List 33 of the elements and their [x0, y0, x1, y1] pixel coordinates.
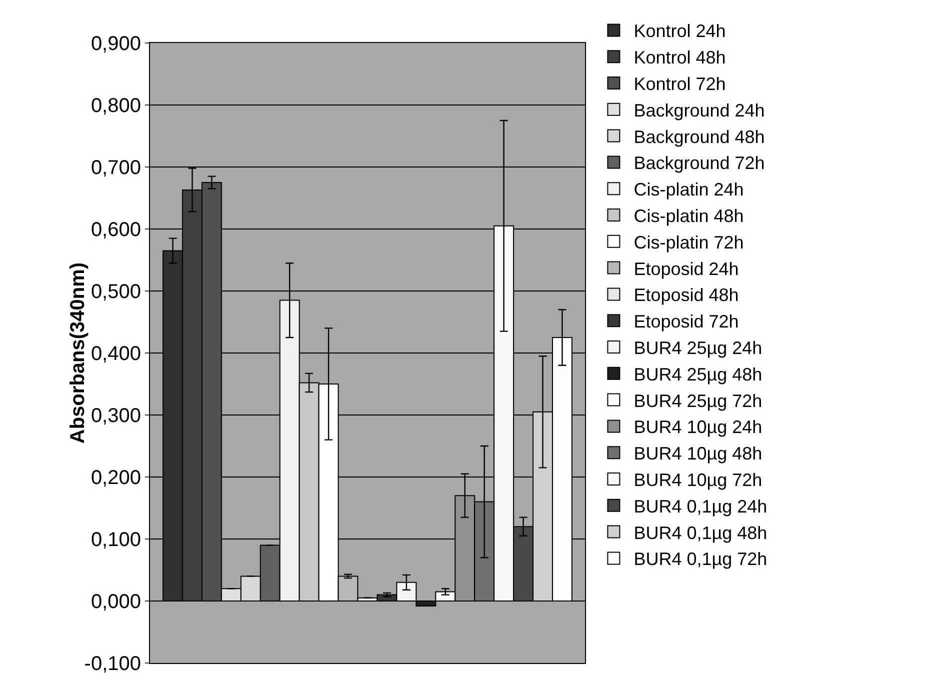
y-tick-label: 0,000	[90, 591, 141, 613]
legend-label: Background 72h	[634, 153, 765, 174]
y-tick-label: -0,100	[84, 653, 141, 675]
y-tick-label: 0,600	[90, 219, 141, 241]
y-tick-label: 0,200	[90, 467, 141, 489]
y-tick-label: 0,400	[90, 343, 141, 365]
legend-label: BUR4 25µg 24h	[634, 338, 762, 358]
legend-label: BUR4 0,1µg 48h	[634, 522, 768, 543]
legend-label: BUR4 10µg 48h	[634, 444, 762, 464]
legend-label: Background 24h	[634, 100, 765, 120]
legend-label: BUR4 25µg 72h	[634, 390, 762, 411]
y-tick-label: 0,700	[90, 157, 141, 179]
y-tick-label: 0,800	[90, 95, 141, 117]
legend-label: Cis-platin 48h	[634, 206, 744, 226]
y-axis-title: Absorbans(340nm)	[66, 262, 89, 444]
legend-label: Kontrol 24h	[634, 21, 726, 42]
y-tick-label: 0,300	[90, 405, 141, 427]
y-tick-label: 0,100	[90, 529, 141, 551]
legend-label: BUR4 25µg 48h	[634, 364, 762, 384]
legend-label: Cis-platin 72h	[634, 232, 744, 252]
legend-label: Kontrol 72h	[634, 74, 726, 94]
legend-label: Etoposid 72h	[634, 312, 739, 332]
legend-label: BUR4 0,1µg 24h	[634, 496, 768, 516]
legend-label: Etoposid 24h	[634, 258, 739, 279]
legend-label: Kontrol 48h	[634, 48, 726, 68]
legend-label: Etoposid 48h	[634, 285, 739, 306]
legend-label: BUR4 0,1µg 72h	[634, 549, 768, 570]
legend-label: Background 48h	[634, 126, 765, 147]
y-tick-label: 0,900	[90, 33, 141, 55]
legend-label: Cis-platin 24h	[634, 180, 744, 200]
y-tick-label: 0,500	[90, 281, 141, 303]
legend-label: BUR4 10µg 24h	[634, 417, 762, 438]
legend-label: BUR4 10µg 72h	[634, 470, 762, 490]
